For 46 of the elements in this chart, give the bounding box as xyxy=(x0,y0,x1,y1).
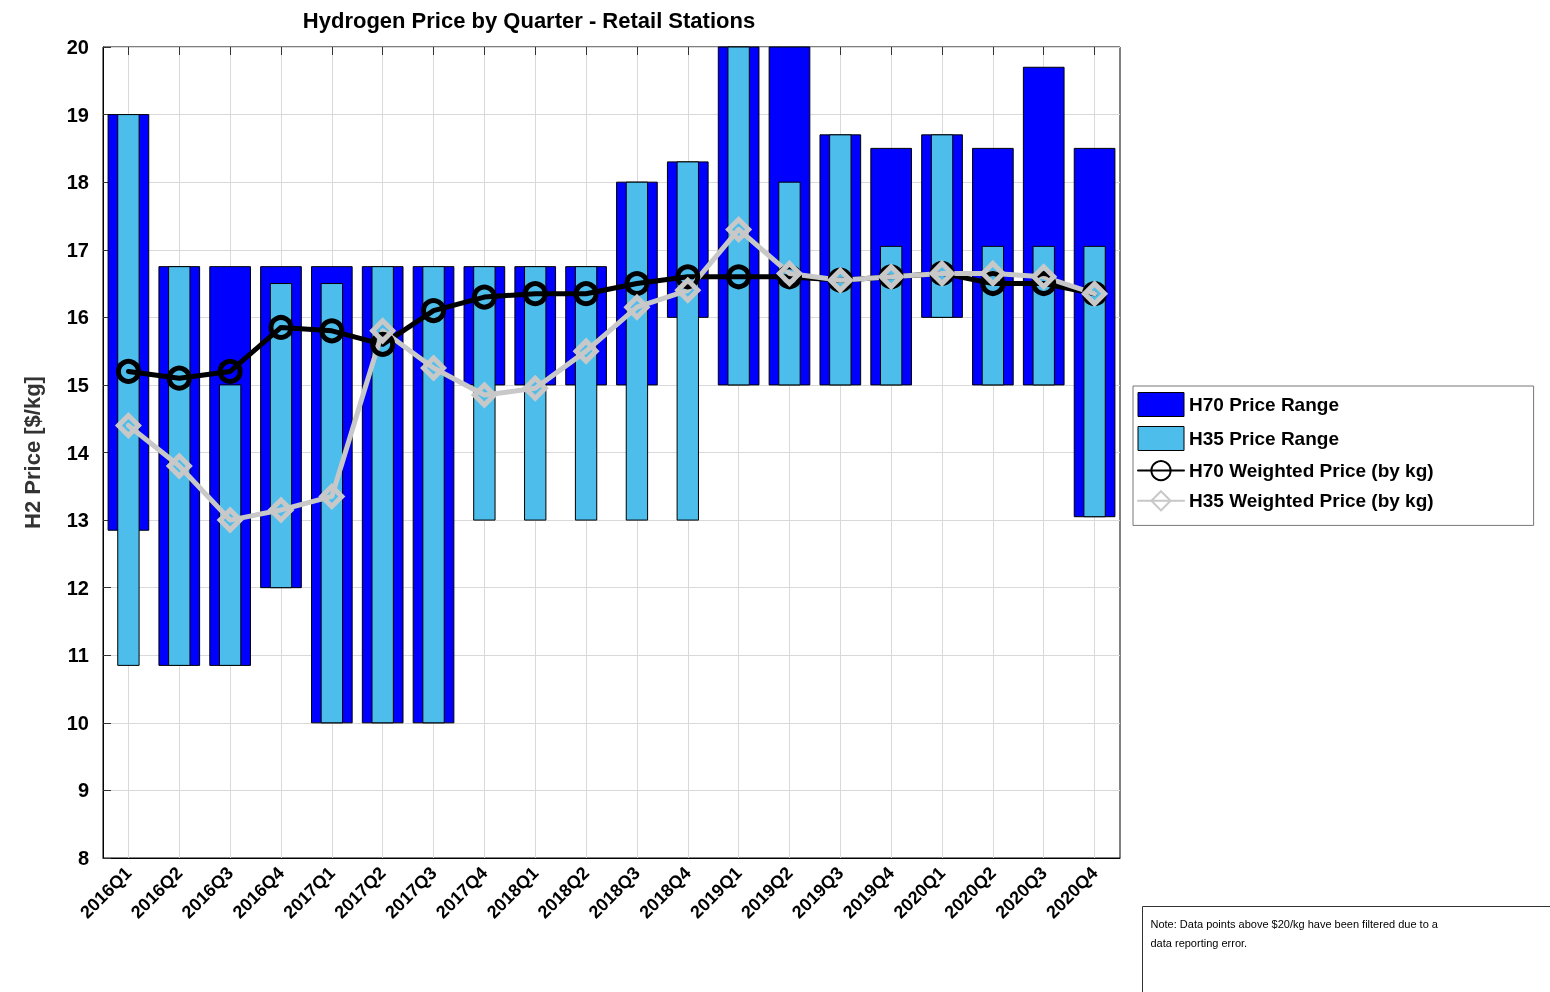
y-tick-label: 17 xyxy=(66,238,89,261)
point xyxy=(268,497,294,523)
y-tick-label: 16 xyxy=(66,306,89,329)
point xyxy=(980,260,1006,286)
point xyxy=(1031,264,1057,290)
point xyxy=(573,338,599,364)
point xyxy=(522,375,548,401)
point xyxy=(675,277,701,303)
text: Note: Data points above $20/kg have been filtered due to a data reporting error. xyxy=(1150,918,1441,949)
point xyxy=(726,264,752,290)
legend-label: H70 Weighted Price (by kg) xyxy=(1189,460,1434,482)
y-tick-label: 14 xyxy=(66,441,90,464)
y-tick-label: 20 xyxy=(66,36,89,58)
point xyxy=(217,507,243,533)
point xyxy=(726,216,752,242)
point xyxy=(166,453,192,479)
legend-label: H35 Price Range xyxy=(1189,428,1339,449)
point xyxy=(471,382,497,408)
legend-label: H70 Price Range xyxy=(1189,394,1339,415)
point xyxy=(115,412,141,438)
chart-title: Hydrogen Price by Quarter - Retail Stations xyxy=(302,7,756,33)
point xyxy=(115,358,141,384)
y-tick-label: 11 xyxy=(67,644,89,667)
point xyxy=(522,281,548,307)
y-tick-label: 19 xyxy=(66,103,89,126)
point xyxy=(573,281,599,307)
point xyxy=(217,358,243,384)
point xyxy=(421,355,447,381)
point xyxy=(319,483,345,509)
y-axis-title: H2 Price [$/kg] xyxy=(19,376,45,529)
point xyxy=(421,298,447,324)
point xyxy=(624,271,650,297)
y-tick-label: 15 xyxy=(66,373,89,396)
point xyxy=(166,365,192,391)
y-tick-label: 13 xyxy=(66,509,89,532)
point xyxy=(370,318,396,344)
point xyxy=(471,284,497,310)
y-tick-label: 12 xyxy=(66,576,89,599)
point xyxy=(624,294,650,320)
y-tick-label: 8 xyxy=(77,847,89,869)
y-tick-label: 9 xyxy=(77,779,89,802)
point xyxy=(319,318,345,344)
point xyxy=(268,314,294,340)
legend-label: H35 Weighted Price (by kg) xyxy=(1189,490,1434,512)
y-tick-label: 18 xyxy=(66,171,89,194)
y-tick-label: 10 xyxy=(66,711,89,734)
